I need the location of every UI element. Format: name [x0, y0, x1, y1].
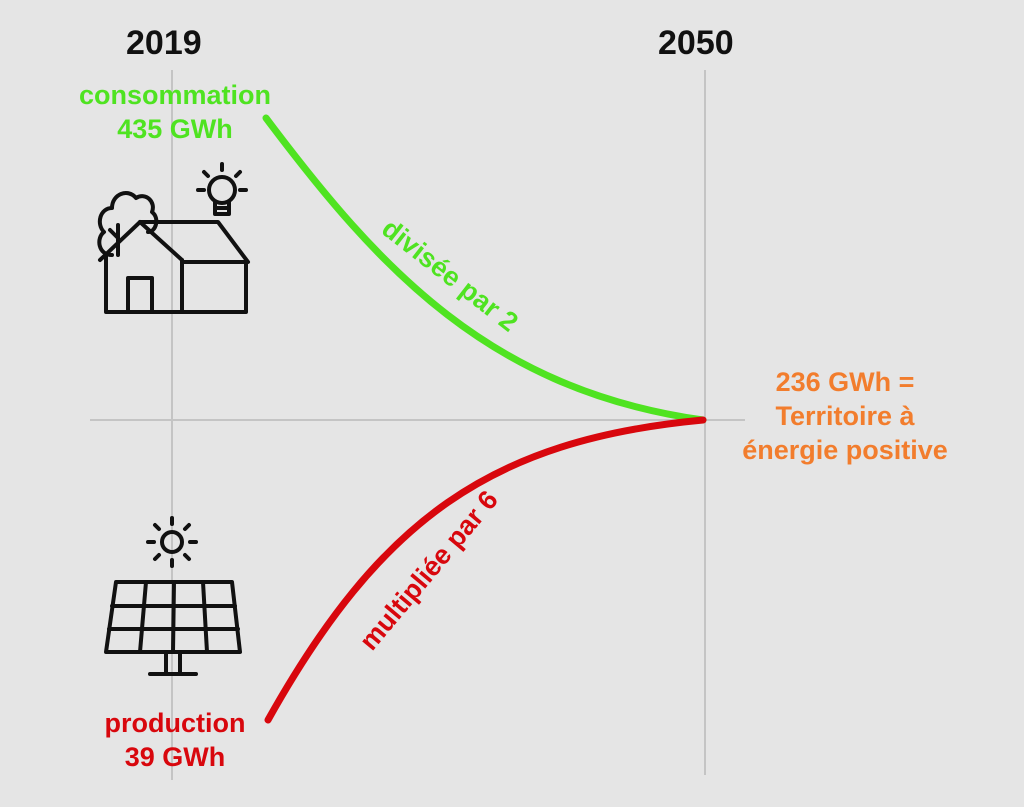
- production-label-block: production 39 GWh: [40, 706, 310, 774]
- target-label-block: 236 GWh = Territoire à énergie positive: [718, 365, 972, 467]
- solar-panel-with-sun-icon: [104, 516, 242, 676]
- consumption-label: consommation: [78, 80, 272, 110]
- consumption-label-block: consommation 435 GWh: [50, 78, 300, 146]
- production-value: 39 GWh: [124, 742, 226, 772]
- production-curve: [264, 416, 707, 724]
- target-line-3: énergie positive: [742, 435, 948, 465]
- consumption-value: 435 GWh: [117, 114, 233, 144]
- house-with-lightbulb-icon: [97, 162, 250, 314]
- year-start-label: 2019: [126, 24, 202, 62]
- year-end-label: 2050: [658, 24, 734, 62]
- target-line-2: Territoire à: [775, 401, 915, 431]
- production-label: production: [104, 708, 246, 738]
- target-line-1: 236 GWh =: [775, 367, 915, 397]
- consumption-curve: [262, 114, 707, 424]
